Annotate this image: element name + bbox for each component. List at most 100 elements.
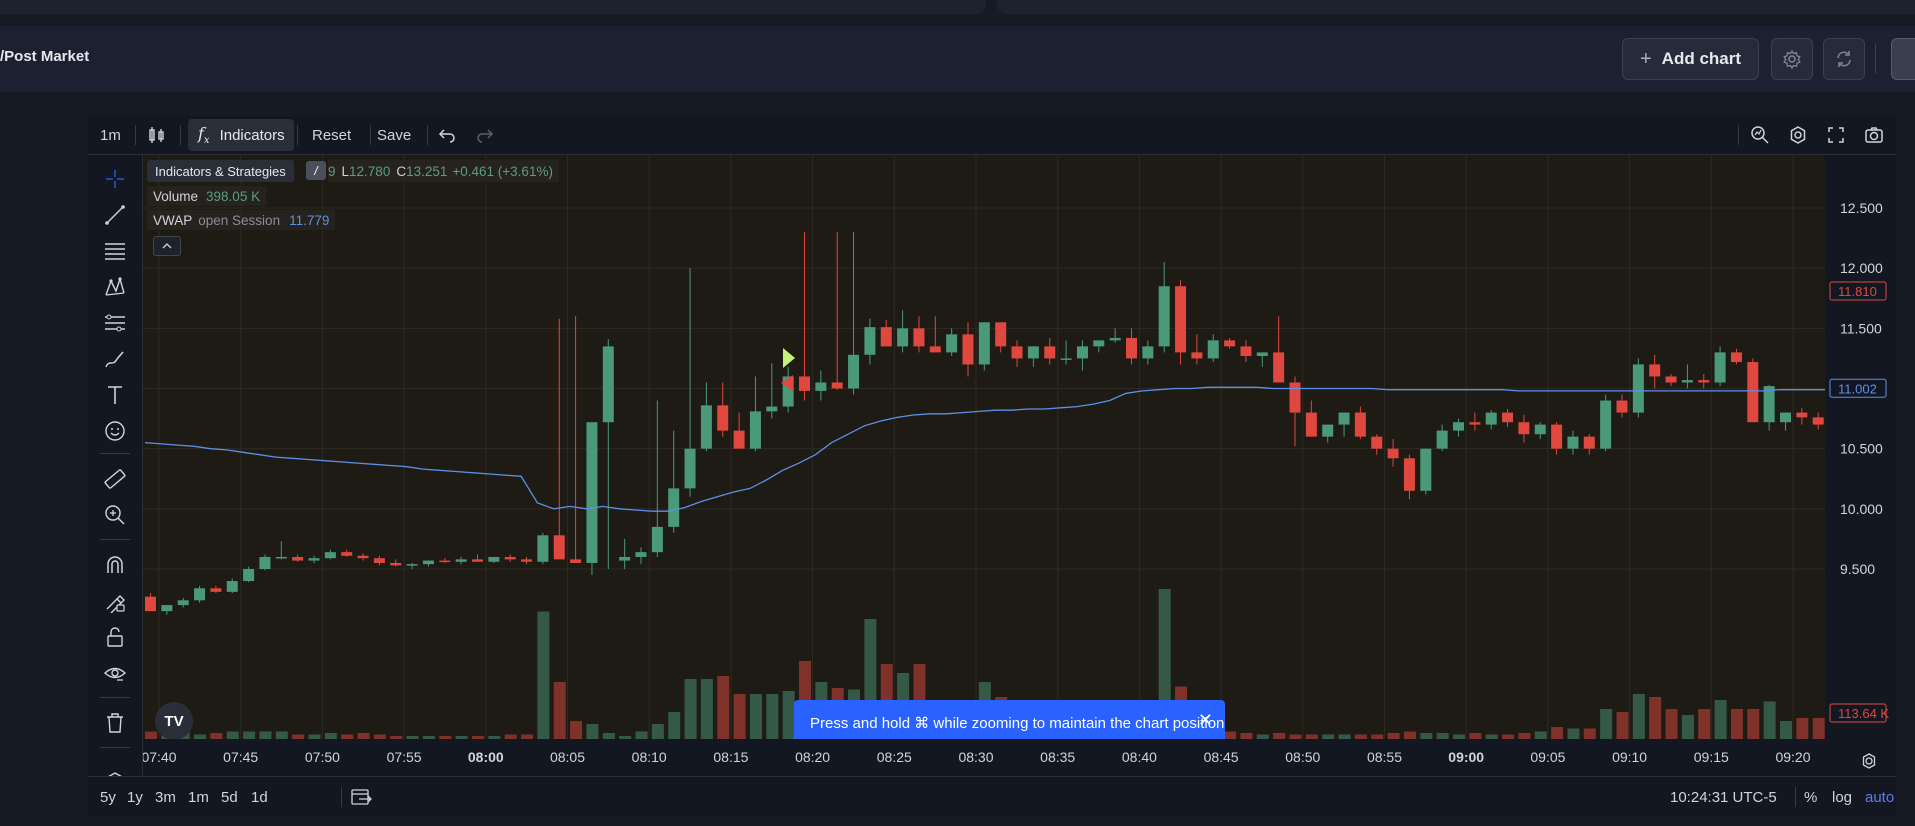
range-button-1m[interactable]: 1m [188, 788, 209, 806]
range-button-1d[interactable]: 1d [251, 788, 268, 806]
prediction-icon[interactable] [103, 311, 127, 335]
candle-body [275, 556, 287, 559]
toolbar-divider [180, 125, 181, 145]
eye-icon[interactable] [103, 661, 127, 685]
candle-body [586, 422, 598, 563]
price-tick-label: 12.000 [1840, 260, 1883, 276]
add-chart-button[interactable]: + Add chart [1622, 38, 1759, 80]
emoji-icon[interactable] [103, 419, 127, 443]
candles-icon[interactable] [146, 124, 168, 146]
candle-body [1256, 352, 1268, 357]
crosshair-icon[interactable] [103, 167, 127, 191]
range-button-3m[interactable]: 3m [155, 788, 176, 806]
sync-button[interactable] [1823, 38, 1865, 80]
candle-body [324, 552, 336, 559]
horizontal-lines-icon[interactable] [103, 239, 127, 263]
fx-icon: fx [198, 123, 210, 147]
chart-grid [143, 155, 1825, 739]
lock-drawing-icon[interactable] [103, 589, 127, 613]
time-tick-label: 08:45 [1204, 749, 1239, 765]
volume-bar [145, 731, 157, 739]
reset-button[interactable]: Reset [312, 126, 352, 144]
candle-body [1305, 412, 1317, 437]
axis-settings-icon[interactable] [1860, 752, 1878, 770]
price-axis[interactable]: 12.50012.00011.50011.00010.50010.0009.50… [1826, 155, 1896, 739]
candle-body [782, 376, 794, 407]
toolbar-divider [297, 125, 298, 145]
volume-bar [1485, 734, 1498, 739]
volume-bar [210, 733, 223, 739]
price-tick-label: 9.500 [1840, 561, 1875, 577]
candle-body [897, 328, 909, 347]
candle-body [749, 411, 761, 449]
range-button-5y[interactable]: 5y [100, 788, 116, 806]
candle-body [1485, 412, 1497, 425]
settings-button[interactable] [1771, 38, 1813, 80]
candle-body [1551, 424, 1563, 449]
volume-bar [1240, 733, 1253, 739]
volume-bar [749, 694, 762, 739]
volume-bar [259, 731, 272, 739]
range-button-5d[interactable]: 5d [221, 788, 238, 806]
text-icon[interactable] [103, 383, 127, 407]
candle-body [1649, 364, 1661, 377]
interval-button[interactable]: 1m [100, 126, 121, 144]
trend-line-icon[interactable] [103, 203, 127, 227]
candle-body [1600, 400, 1612, 449]
zoom-search-icon[interactable] [1749, 124, 1771, 146]
candle-body [1273, 352, 1285, 383]
ruler-icon[interactable] [103, 467, 127, 491]
indicators-button[interactable]: fx Indicators [188, 119, 294, 151]
fullscreen-icon[interactable] [1825, 124, 1847, 146]
collapse-legend-button[interactable] [153, 236, 181, 256]
price-chart[interactable] [143, 155, 1825, 739]
volume-bar [341, 734, 354, 739]
trade-markers [781, 348, 795, 391]
candle-body [1763, 386, 1775, 423]
clock[interactable]: 10:24:31 UTC-5 [1670, 788, 1777, 806]
volume-bar [390, 736, 403, 739]
candle-body [1322, 424, 1334, 437]
tradingview-logo[interactable]: TV [155, 702, 193, 740]
header-divider [1875, 44, 1876, 74]
save-button[interactable]: Save [377, 126, 412, 144]
candle-body [521, 559, 533, 562]
zoom-in-icon[interactable] [103, 503, 127, 527]
brush-icon[interactable] [103, 347, 127, 371]
top-panel-left [0, 0, 986, 14]
volume-bar [292, 734, 305, 739]
chart-settings-icon[interactable] [1787, 124, 1809, 146]
candle-body [619, 556, 631, 561]
candle-body [488, 556, 500, 562]
goto-date-icon[interactable] [350, 787, 372, 807]
candle-body [177, 600, 189, 606]
close-icon[interactable]: ✕ [1197, 710, 1213, 730]
volume-bar [1224, 731, 1237, 739]
time-axis[interactable]: 07:40 07:45 07:50 07:55 08:00 08:05 08:10 08:15… [143, 739, 1825, 775]
low-label: L [341, 163, 350, 179]
close-value: 13.251 [406, 163, 448, 179]
vwap-legend[interactable]: VWAP open Session 11.779 [147, 210, 336, 230]
volume-bar [194, 734, 207, 739]
candle-body [1126, 337, 1137, 359]
volume-legend[interactable]: Volume 398.05 K [147, 186, 267, 206]
toolbar-divider [100, 539, 130, 540]
redo-icon[interactable] [474, 124, 496, 146]
camera-icon[interactable] [1863, 124, 1885, 146]
magnet-icon[interactable] [103, 553, 127, 577]
undo-icon[interactable] [436, 124, 458, 146]
auto-toggle[interactable]: auto [1865, 788, 1895, 806]
range-button-1y[interactable]: 1y [127, 788, 143, 806]
volume-bar [1436, 733, 1449, 739]
time-tick-label: 09:05 [1530, 749, 1565, 765]
layout-button[interactable] [1891, 38, 1915, 80]
candle-body [651, 526, 663, 553]
time-tick-label: 08:40 [1122, 749, 1157, 765]
volume-bar [1322, 734, 1335, 739]
log-toggle[interactable]: log [1832, 788, 1853, 806]
trash-icon[interactable] [103, 711, 127, 735]
percent-toggle[interactable]: % [1804, 788, 1818, 806]
lock-icon[interactable] [103, 625, 127, 649]
pattern-icon[interactable] [103, 275, 127, 299]
candle-body [864, 327, 876, 355]
